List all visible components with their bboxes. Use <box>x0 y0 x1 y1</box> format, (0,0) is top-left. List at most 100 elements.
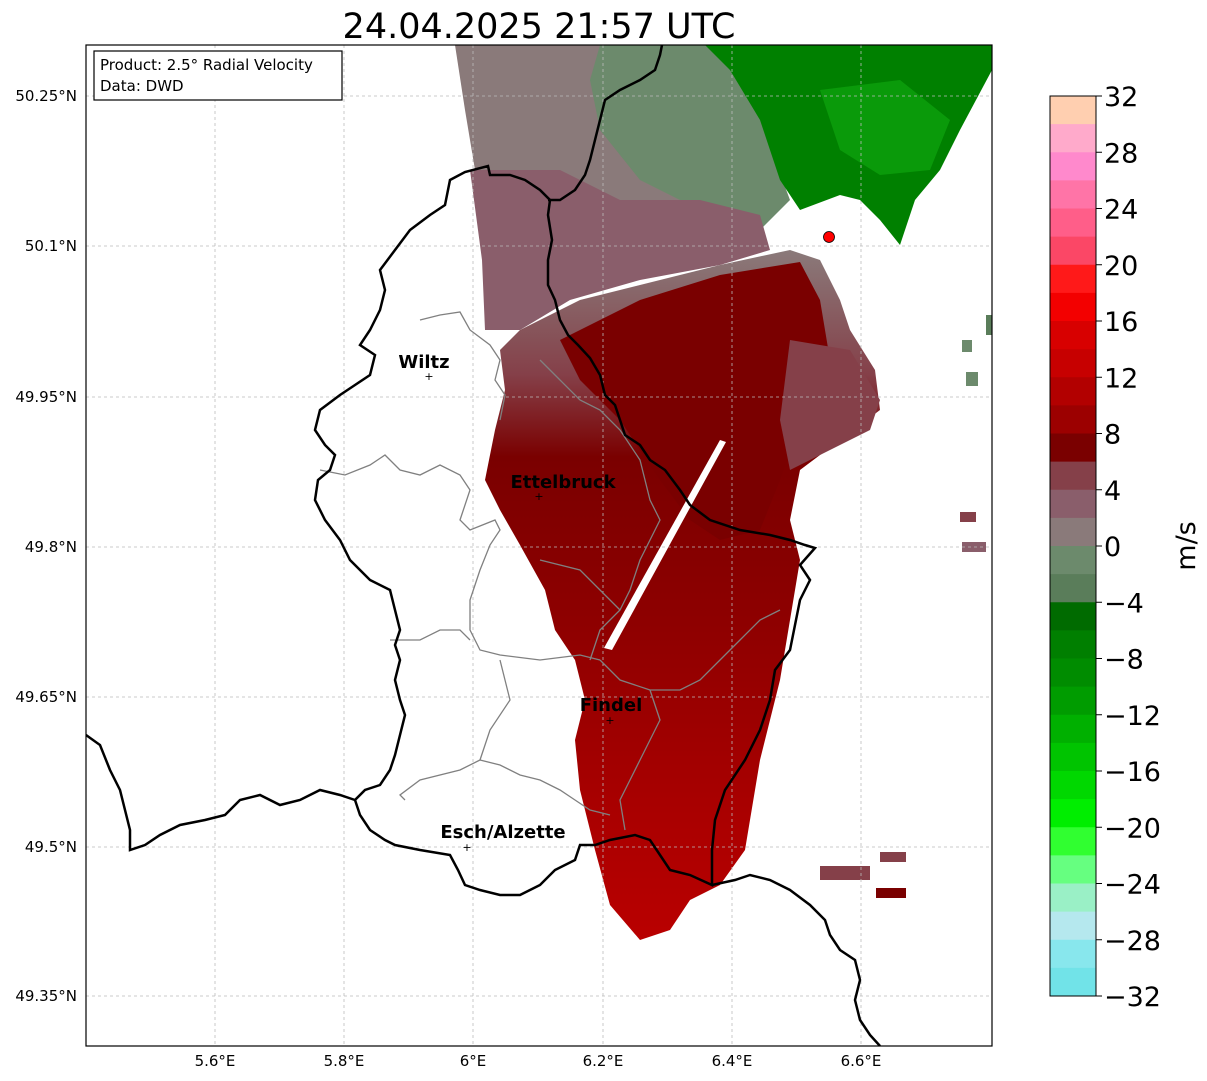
colorbar-tick-label: −8 <box>1104 645 1144 676</box>
lat-tick-label: 50.25°N <box>15 87 77 105</box>
colorbar-swatch <box>1050 152 1096 181</box>
colorbar-swatch <box>1050 939 1096 969</box>
colorbar-tick-label: −28 <box>1104 926 1161 957</box>
colorbar-swatch <box>1050 96 1096 125</box>
colorbar-tick-label: 24 <box>1104 195 1138 226</box>
colorbar-swatch <box>1050 208 1096 238</box>
colorbar-unit-label: m/s <box>1171 521 1202 570</box>
colorbar-swatch <box>1050 349 1096 378</box>
lat-tick-label: 49.35°N <box>15 987 77 1005</box>
echo-cell <box>820 866 870 880</box>
info-data-source: Data: DWD <box>100 77 184 95</box>
colorbar-swatch <box>1050 489 1096 519</box>
colorbar-swatch <box>1050 602 1096 631</box>
colorbar-swatch <box>1050 686 1096 716</box>
colorbar-tick-label: 28 <box>1104 138 1138 169</box>
colorbar-tick-label: −20 <box>1104 813 1161 844</box>
chart-title: 24.04.2025 21:57 UTC <box>343 7 736 47</box>
city-labels: Wiltz Ettelbruck Findel Esch/Alzette <box>398 352 642 843</box>
colorbar-swatch <box>1050 742 1096 772</box>
colorbar: 32 28 24 20 16 12 8 4 0 −4 −8 −12 −16 −20 −24 −28 −32 m/… <box>1049 82 1202 1013</box>
colorbar-ticks: 32 28 24 20 16 12 8 4 0 −4 −8 −12 −16 −20 −24 −28 −32 <box>1096 82 1161 1013</box>
colorbar-tick-label: 20 <box>1104 251 1138 282</box>
colorbar-swatch <box>1050 827 1096 856</box>
echo-cell <box>966 372 978 386</box>
canton-boundaries <box>319 311 781 831</box>
colorbar-swatch <box>1050 658 1096 688</box>
echo-dark-core <box>560 262 830 540</box>
lon-tick-label: 6.4°E <box>712 1052 753 1070</box>
colorbar-swatch <box>1050 292 1096 322</box>
city-marker: + <box>462 841 471 854</box>
longitude-axis: 5.6°E 5.8°E 6°E 6.2°E 6.4°E 6.6°E <box>195 1052 882 1070</box>
colorbar-tick-label: 16 <box>1104 307 1138 338</box>
map-frame <box>85 44 993 1047</box>
colorbar-swatch <box>1050 321 1096 350</box>
echo-cell <box>986 315 992 335</box>
colorbar-swatch <box>1050 264 1096 294</box>
city-marker: + <box>534 490 543 503</box>
city-markers: + + + + <box>424 370 614 854</box>
colorbar-tick-label: 0 <box>1104 532 1121 563</box>
city-label-ettelbruck: Ettelbruck <box>510 472 616 493</box>
radar-site-marker <box>823 231 835 243</box>
info-box: Product: 2.5° Radial Velocity Data: DWD <box>93 50 343 101</box>
lon-tick-label: 5.6°E <box>195 1052 236 1070</box>
lon-tick-label: 6.2°E <box>583 1052 624 1070</box>
info-product: Product: 2.5° Radial Velocity <box>100 56 313 74</box>
colorbar-tick-label: 32 <box>1104 82 1138 113</box>
colorbar-swatch <box>1050 883 1096 913</box>
colorbar-swatch <box>1050 433 1096 463</box>
lon-tick-label: 5.8°E <box>324 1052 365 1070</box>
lat-tick-label: 49.8°N <box>25 538 77 556</box>
lat-tick-label: 49.5°N <box>25 838 77 856</box>
colorbar-swatch <box>1050 405 1096 434</box>
map-area: + + + + Wiltz Ettelbruck Findel Esch/Alz… <box>86 45 992 1046</box>
echo-mauve-fringe <box>780 340 880 470</box>
colorbar-swatch <box>1050 855 1096 884</box>
colorbar-swatch <box>1050 714 1096 744</box>
colorbar-tick-label: −16 <box>1104 757 1161 788</box>
colorbar-swatch <box>1050 546 1096 575</box>
colorbar-swatch <box>1050 630 1096 659</box>
echo-mauve-band <box>470 170 770 330</box>
colorbar-tick-label: −24 <box>1104 870 1161 901</box>
colorbar-swatch <box>1050 180 1096 209</box>
lat-tick-label: 49.65°N <box>15 688 77 706</box>
colorbar-swatch <box>1050 517 1096 547</box>
colorbar-tick-label: 8 <box>1104 420 1121 451</box>
colorbar-swatch <box>1050 574 1096 603</box>
colorbar-swatch <box>1050 236 1096 266</box>
colorbar-swatch <box>1050 967 1096 997</box>
latitude-axis: 50.25°N 50.1°N 49.95°N 49.8°N 49.65°N 49… <box>15 87 77 1005</box>
colorbar-swatch <box>1050 461 1096 491</box>
colorbar-swatch <box>1050 771 1096 800</box>
lat-tick-label: 49.95°N <box>15 388 77 406</box>
echo-cell <box>960 512 976 522</box>
echo-approaching-light <box>820 80 950 175</box>
colorbar-swatch <box>1050 377 1096 406</box>
lat-tick-label: 50.1°N <box>25 237 77 255</box>
colorbar-tick-label: −12 <box>1104 701 1161 732</box>
city-marker: + <box>605 714 614 727</box>
colorbar-swatches <box>1050 96 1096 997</box>
colorbar-tick-label: −4 <box>1104 588 1144 619</box>
echo-cell <box>962 340 972 352</box>
city-label-esch: Esch/Alzette <box>440 822 565 843</box>
colorbar-tick-label: 12 <box>1104 363 1138 394</box>
colorbar-tick-label: −32 <box>1104 982 1161 1013</box>
colorbar-tick-label: 4 <box>1104 476 1121 507</box>
echo-gap-line <box>604 440 726 650</box>
echo-cell <box>880 852 906 862</box>
city-label-findel: Findel <box>580 695 643 716</box>
echo-green-gray-zone <box>590 45 790 230</box>
lon-tick-label: 6.6°E <box>841 1052 882 1070</box>
city-marker: + <box>424 370 433 383</box>
colorbar-swatch <box>1050 911 1096 941</box>
lon-tick-label: 6°E <box>460 1052 487 1070</box>
national-borders <box>86 45 881 1046</box>
colorbar-swatch <box>1050 799 1096 828</box>
city-label-wiltz: Wiltz <box>398 352 449 373</box>
colorbar-swatch <box>1050 124 1096 153</box>
